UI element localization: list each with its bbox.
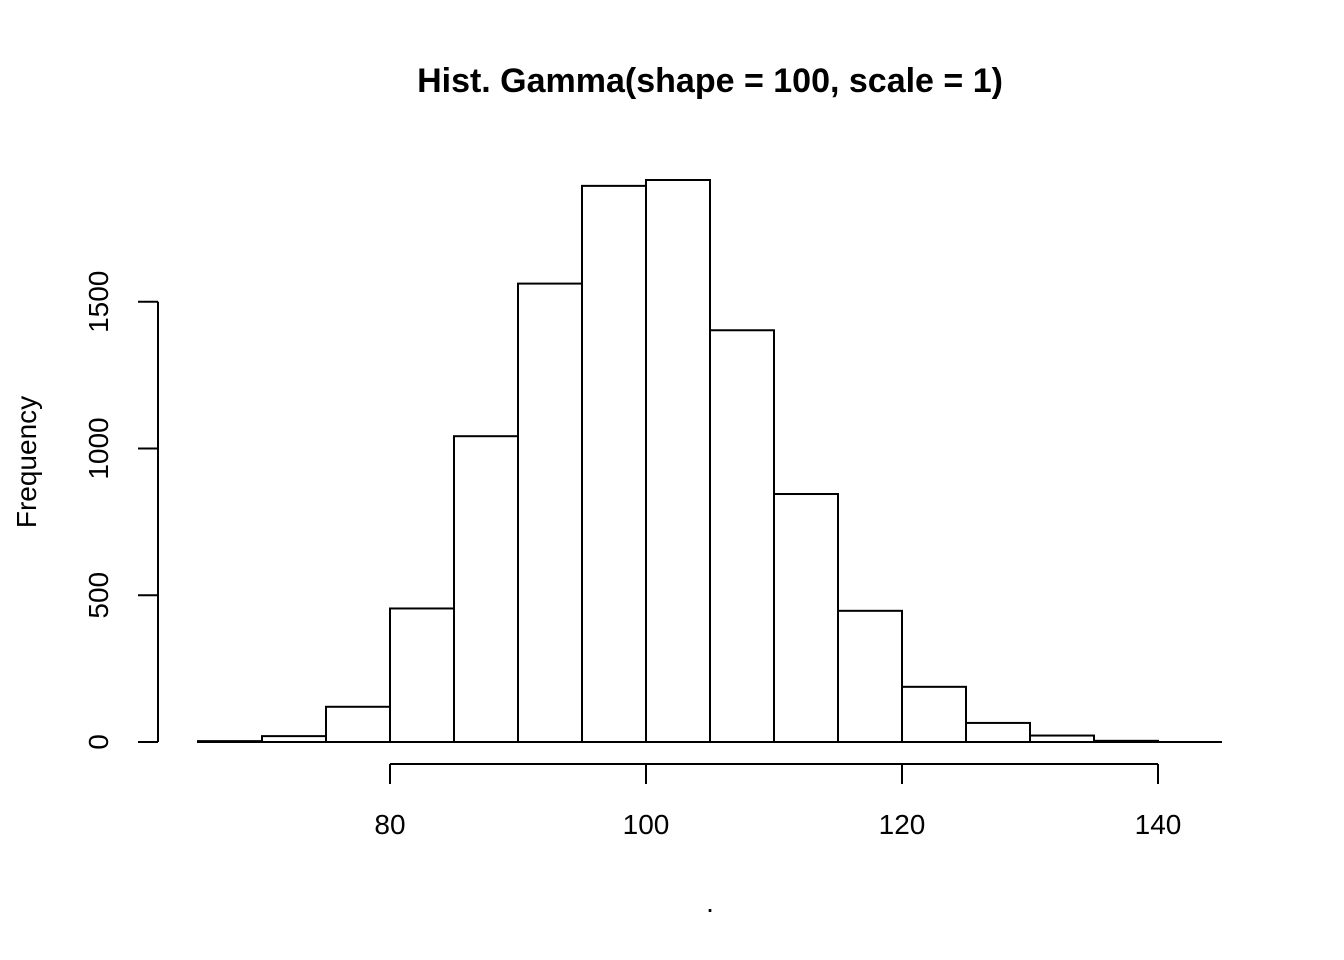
histogram-bar: [1093, 739, 1159, 744]
x-tick-label: 140: [1135, 809, 1182, 840]
x-tick-label: 120: [879, 809, 926, 840]
x-tick-label: 80: [374, 809, 405, 840]
histogram-bar: [773, 493, 839, 743]
y-tick-label: 1500: [83, 271, 114, 333]
histogram-bar: [581, 184, 647, 743]
y-tick-label: 0: [83, 734, 114, 750]
histogram-bar: [261, 735, 327, 744]
y-axis-label: Frequency: [11, 396, 42, 528]
histogram-bar: [517, 282, 583, 743]
histogram-bar: [965, 721, 1031, 743]
histogram-bar: [325, 705, 391, 743]
y-tick-label: 1000: [83, 417, 114, 479]
histogram-bar: [901, 685, 967, 743]
histogram-bar: [837, 609, 903, 743]
y-tick-label: 500: [83, 572, 114, 619]
histogram-bars: [197, 179, 1222, 744]
histogram-bar: [197, 740, 263, 743]
histogram-bar: [1029, 734, 1095, 743]
histogram-bar: [645, 179, 711, 743]
x-axis: 80 100 120 140: [374, 763, 1182, 840]
histogram-bar: [389, 607, 455, 743]
x-tick-label: 100: [623, 809, 670, 840]
histogram-bar: [709, 329, 775, 743]
chart-title: Hist. Gamma(shape = 100, scale = 1): [417, 62, 1003, 100]
y-axis: 0 500 1000 1500: [83, 271, 159, 750]
x-axis-label: .: [706, 887, 714, 918]
histogram-bar: [453, 435, 519, 743]
